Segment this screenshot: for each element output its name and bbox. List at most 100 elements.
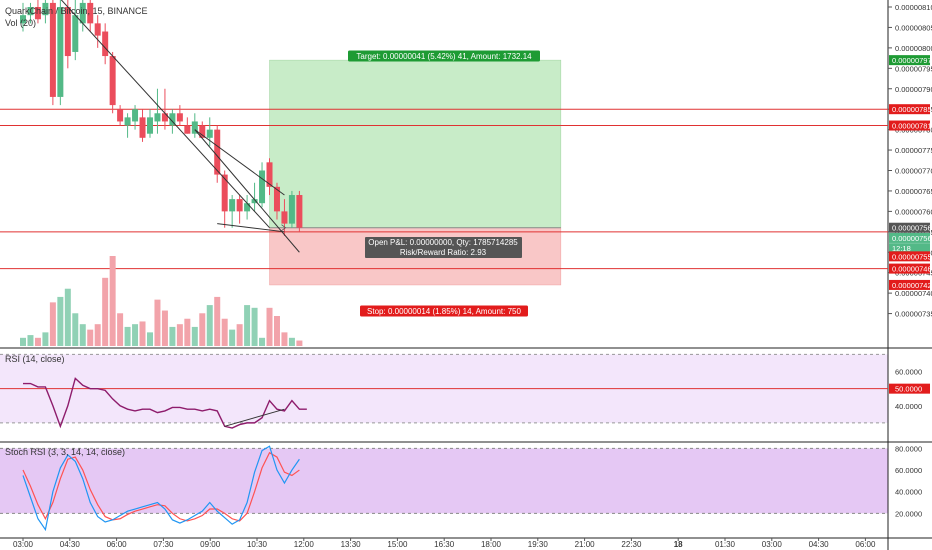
candle-body bbox=[259, 170, 266, 204]
candle-body bbox=[42, 2, 49, 16]
volume-bar bbox=[191, 326, 198, 346]
stop-label: Stop: 0.00000014 (1.85%) 14, Amount: 750 bbox=[360, 305, 528, 317]
candle-body bbox=[139, 117, 146, 138]
rsi-line bbox=[23, 377, 307, 429]
price-tick-label: 0.00000790 bbox=[895, 85, 932, 94]
volume-bar bbox=[109, 256, 116, 346]
volume-bar bbox=[281, 332, 288, 346]
price-tag-bg bbox=[889, 104, 930, 115]
candle-body bbox=[206, 129, 213, 138]
volume-bar bbox=[214, 296, 221, 346]
candle-body bbox=[244, 203, 251, 212]
target-label-text: Target: 0.00000041 (5.42%) 41, Amount: 1… bbox=[356, 52, 532, 61]
chart-title: QuarkChain / Bitcoin, 15, BINANCE bbox=[5, 6, 148, 16]
volume-bar bbox=[132, 324, 139, 346]
candle-body bbox=[176, 113, 183, 122]
price-tick-label: 0.00000775 bbox=[895, 146, 932, 155]
time-tick-label: 03:00 bbox=[762, 540, 783, 549]
candle-body bbox=[132, 109, 139, 122]
price-tag: 0.00000746 bbox=[889, 263, 932, 274]
candle-body bbox=[87, 2, 94, 24]
volume-bar bbox=[176, 324, 183, 346]
price-tick-label: 0.00000765 bbox=[895, 187, 932, 196]
volume-bar bbox=[206, 305, 213, 346]
candle-body bbox=[236, 199, 243, 212]
pnl-label-bg bbox=[365, 237, 522, 258]
volume-bars bbox=[20, 256, 303, 346]
candle-body bbox=[251, 199, 258, 204]
candle-body bbox=[191, 121, 198, 134]
rsi-tick-label: 60.0000 bbox=[895, 368, 922, 377]
volume-bar bbox=[72, 313, 79, 346]
volume-bar bbox=[199, 313, 206, 346]
time-tick-label: 22:30 bbox=[621, 540, 642, 549]
price-tag-text: 0.00000785 bbox=[892, 105, 932, 114]
price-tick-label: 0.00000810 bbox=[895, 3, 932, 12]
candle-body bbox=[57, 7, 64, 97]
volume-bar bbox=[288, 337, 295, 346]
candle-body bbox=[20, 15, 26, 24]
time-tick-label: 03:00 bbox=[13, 540, 34, 549]
price-tag: 0.00000785 bbox=[889, 104, 932, 115]
trend-line bbox=[60, 0, 270, 229]
volume-bar bbox=[184, 318, 191, 346]
time-tick-label: 10:30 bbox=[247, 540, 268, 549]
price-tag-text: 0.00000742 bbox=[892, 281, 932, 290]
time-tick-label: 19:30 bbox=[528, 540, 549, 549]
price-tick-label: 0.00000740 bbox=[895, 289, 932, 298]
candle-body bbox=[229, 199, 236, 212]
price-tick-label: 0.00000795 bbox=[895, 64, 932, 73]
candle-body bbox=[169, 113, 176, 126]
price-tag-bg bbox=[889, 55, 930, 66]
volume-bar bbox=[57, 296, 64, 346]
volume-label: Vol (20) bbox=[5, 18, 36, 28]
price-tag-bg bbox=[889, 251, 930, 262]
candle-body bbox=[281, 211, 288, 224]
time-tick-label: 18:00 bbox=[481, 540, 502, 549]
price-tag-bg bbox=[889, 232, 930, 243]
candle-body bbox=[72, 15, 79, 52]
candle-body bbox=[288, 195, 295, 224]
rsi-label: RSI (14, close) bbox=[5, 354, 65, 364]
volume-bar bbox=[20, 337, 26, 346]
pnl-text: Open P&L: 0.00000000, Qty: 1785714285 bbox=[368, 238, 518, 247]
candle-body bbox=[184, 125, 191, 134]
candle-body bbox=[109, 56, 116, 106]
stoch-tick-label: 80.0000 bbox=[895, 444, 922, 453]
price-tag: 0.00000742 bbox=[889, 279, 932, 290]
price-tag-text: 0.00000746 bbox=[892, 265, 932, 274]
candle-body bbox=[214, 129, 221, 175]
rr-text: Risk/Reward Ratio: 2.93 bbox=[400, 248, 487, 257]
time-tick-label: 16:30 bbox=[434, 540, 455, 549]
price-candles bbox=[20, 0, 303, 236]
volume-bar bbox=[221, 318, 228, 346]
volume-bar bbox=[169, 326, 176, 346]
price-tag-text: 0.00000756 bbox=[892, 224, 932, 233]
volume-bar bbox=[161, 310, 168, 346]
rsi-level-tag-bg bbox=[889, 383, 930, 394]
price-tag: 0.00000756 bbox=[889, 232, 932, 243]
price-tag-text: 0.00000755 bbox=[892, 252, 932, 261]
volume-bar bbox=[236, 324, 243, 346]
price-tag-bg bbox=[889, 120, 930, 131]
stop-label-text: Stop: 0.00000014 (1.85%) 14, Amount: 750 bbox=[367, 307, 521, 316]
stoch-tick-label: 40.0000 bbox=[895, 488, 922, 497]
volume-bar bbox=[266, 307, 273, 346]
price-tag-bg bbox=[889, 243, 930, 254]
price-tag: 12:18 bbox=[889, 243, 930, 254]
target-label-bg bbox=[348, 50, 540, 62]
stoch-label: Stoch RSI (3, 3, 14, 14, close) bbox=[5, 447, 125, 457]
rsi-level-tag-text: 50.0000 bbox=[895, 385, 922, 394]
candle-body bbox=[296, 195, 303, 228]
volume-bar bbox=[124, 326, 131, 346]
price-tick-label: 0.00000760 bbox=[895, 207, 932, 216]
candle-body bbox=[273, 186, 280, 212]
rsi-level-tag: 50.0000 bbox=[889, 383, 930, 394]
time-tick-label: 15:00 bbox=[387, 540, 408, 549]
candle-body bbox=[221, 174, 228, 212]
price-tag-text: 12:18 bbox=[892, 244, 911, 253]
trend-line bbox=[217, 223, 285, 233]
stop-label-bg bbox=[360, 305, 528, 317]
time-tick-label: 07:30 bbox=[153, 540, 174, 549]
